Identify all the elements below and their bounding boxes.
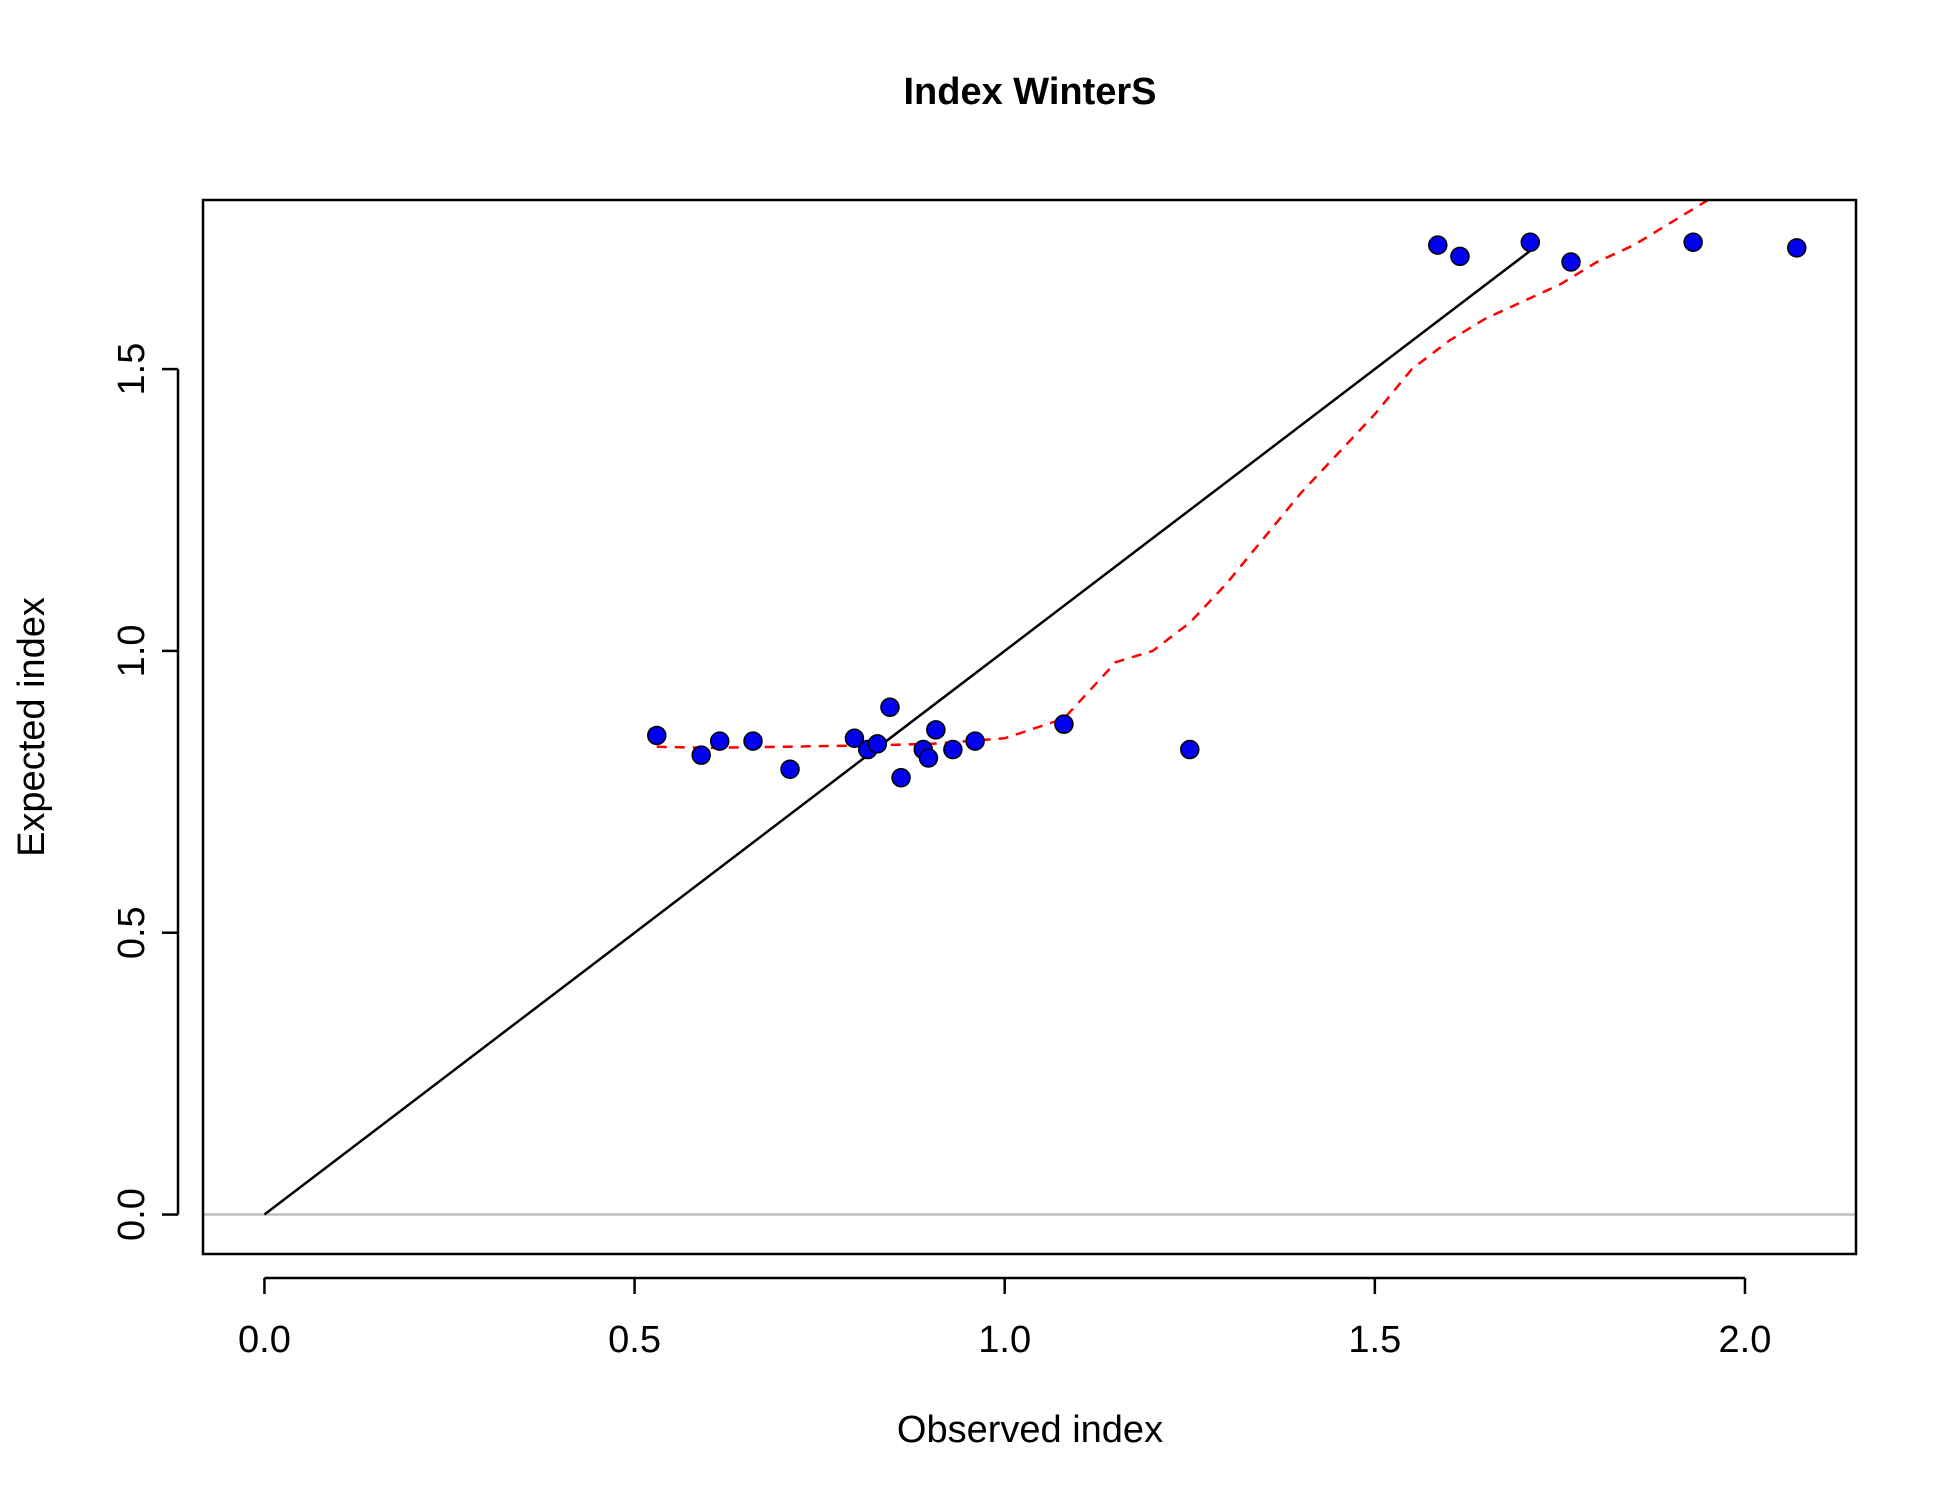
data-point [844,728,865,749]
data-point [1428,235,1448,255]
y-axis-label: Expected index [11,597,53,857]
data-point [943,739,963,760]
data-point [1561,252,1581,272]
x-tick-label: 0.5 [608,1319,661,1361]
data-point [743,731,763,751]
plot-area [203,200,1856,1216]
data-point [1450,246,1470,267]
x-axis-label: Observed index [897,1409,1163,1451]
data-point [1180,739,1200,760]
data-point [780,759,800,780]
data-point [709,731,730,751]
data-point [1054,714,1074,734]
y-axis: 0.0 0.5 1.0 1.5 [111,343,180,1241]
y-tick-label: 0.5 [111,906,153,959]
identity-line [263,244,1539,1216]
data-point [891,767,911,788]
x-tick-label: 0.0 [238,1319,291,1361]
x-tick-label: 1.5 [1348,1319,1401,1361]
y-tick-label: 0.0 [111,1188,153,1241]
y-tick-label: 1.0 [111,624,153,677]
data-point [926,720,946,740]
data-point [691,745,711,765]
data-point [1683,232,1703,253]
data-point [1787,238,1807,258]
data-point [867,734,888,754]
y-tick-label: 1.5 [111,343,153,396]
plot-frame [201,198,1858,1256]
x-tick-label: 1.0 [978,1319,1031,1361]
data-point [880,697,900,718]
x-tick-label: 2.0 [1719,1319,1772,1361]
data-point [647,725,667,746]
data-point [918,748,939,768]
data-point [1520,232,1541,253]
data-point [965,731,985,751]
x-axis: 0.0 0.5 1.0 1.5 2.0 [238,1276,1772,1361]
chart-title: Index WinterS [903,71,1156,113]
